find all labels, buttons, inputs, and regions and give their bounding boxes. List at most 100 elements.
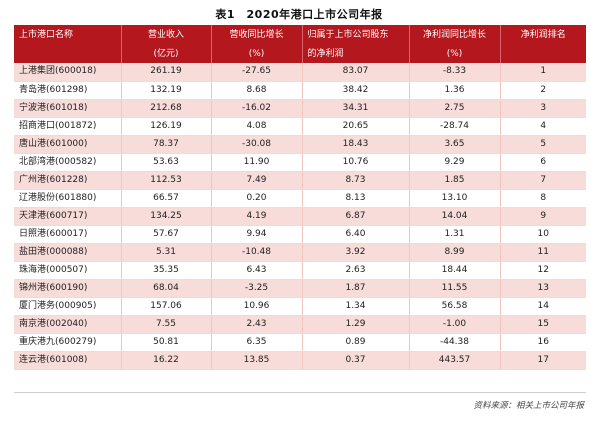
table-title: 表1 2020年港口上市公司年报 <box>215 8 383 21</box>
table-row: 连云港(601008) 16.22 13.85 0.37 443.57 17 <box>14 351 586 370</box>
cell-profit-growth: 443.57 <box>409 351 501 370</box>
cell-revenue: 16.22 <box>121 351 212 370</box>
table-row: 广州港(601228) 112.53 7.49 8.73 1.85 7 <box>14 171 586 190</box>
header-profit-growth: 净利润同比增长 <box>409 25 501 44</box>
table-row: 青岛港(601298) 132.19 8.68 38.42 1.36 2 <box>14 81 586 100</box>
cell-profit-rank: 8 <box>500 189 586 208</box>
cell-net-profit: 8.13 <box>302 189 410 208</box>
table-row: 珠海港(000507) 35.35 6.43 2.63 18.44 12 <box>14 261 586 280</box>
cell-revenue: 134.25 <box>121 207 212 226</box>
cell-profit-rank: 2 <box>500 81 586 100</box>
cell-net-profit: 6.87 <box>302 207 410 226</box>
cell-profit-growth: -8.33 <box>409 63 501 82</box>
header-revenue-growth: 营收同比增长 <box>211 25 303 44</box>
table-row: 上港集团(600018) 261.19 -27.65 83.07 -8.33 1 <box>14 63 586 82</box>
cell-profit-growth: 2.75 <box>409 99 501 118</box>
cell-revenue: 57.67 <box>121 225 212 244</box>
cell-revenue-growth: -3.25 <box>211 279 303 298</box>
cell-profit-growth: 18.44 <box>409 261 501 280</box>
cell-revenue-growth: 6.35 <box>211 333 303 352</box>
table-header: 上市港口名称 营业收入 营收同比增长 归属于上市公司股东 净利润同比增长 净利润… <box>14 25 586 63</box>
cell-profit-growth: 3.65 <box>409 135 501 154</box>
cell-port-name: 上港集团(600018) <box>14 63 122 82</box>
cell-revenue: 78.37 <box>121 135 212 154</box>
table-row: 辽港股份(601880) 66.57 0.20 8.13 13.10 8 <box>14 189 586 208</box>
table-row: 重庆港九(600279) 50.81 6.35 0.89 -44.38 16 <box>14 333 586 352</box>
cell-profit-growth: 11.55 <box>409 279 501 298</box>
cell-revenue-growth: 2.43 <box>211 315 303 334</box>
cell-revenue: 68.04 <box>121 279 212 298</box>
header-profit-rank-sub <box>500 44 586 63</box>
cell-net-profit: 34.31 <box>302 99 410 118</box>
cell-port-name: 重庆港九(600279) <box>14 333 122 352</box>
cell-net-profit: 38.42 <box>302 81 410 100</box>
cell-profit-growth: -1.00 <box>409 315 501 334</box>
header-row-1: 上市港口名称 营业收入 营收同比增长 归属于上市公司股东 净利润同比增长 净利润… <box>14 25 586 44</box>
cell-revenue: 261.19 <box>121 63 212 82</box>
cell-profit-rank: 11 <box>500 243 586 262</box>
header-profit-rank: 净利润排名 <box>520 29 566 40</box>
cell-net-profit: 0.37 <box>302 351 410 370</box>
cell-revenue-growth: -30.08 <box>211 135 303 154</box>
cell-revenue-growth: 8.68 <box>211 81 303 100</box>
header-revenue: 营业收入 <box>121 25 212 44</box>
table-row: 北部湾港(000582) 53.63 11.90 10.76 9.29 6 <box>14 153 586 172</box>
cell-profit-growth: 13.10 <box>409 189 501 208</box>
cell-port-name: 锦州港(600190) <box>14 279 122 298</box>
cell-port-name: 北部湾港(000582) <box>14 153 122 172</box>
cell-revenue: 53.63 <box>121 153 212 172</box>
table-row: 厦门港务(000905) 157.06 10.96 1.34 56.58 14 <box>14 297 586 316</box>
cell-revenue-growth: 9.94 <box>211 225 303 244</box>
cell-revenue-growth: 7.49 <box>211 171 303 190</box>
source-note: 资料来源：相关上市公司年报 <box>473 401 584 411</box>
cell-revenue: 50.81 <box>121 333 212 352</box>
cell-profit-rank: 13 <box>500 279 586 298</box>
cell-port-name: 招商港口(001872) <box>14 117 122 136</box>
table-row: 天津港(600717) 134.25 4.19 6.87 14.04 9 <box>14 207 586 226</box>
cell-net-profit: 1.87 <box>302 279 410 298</box>
cell-net-profit: 3.92 <box>302 243 410 262</box>
cell-net-profit: 83.07 <box>302 63 410 82</box>
cell-revenue: 126.19 <box>121 117 212 136</box>
header-net-profit-sub: 的净利润 <box>302 44 410 63</box>
cell-net-profit: 2.63 <box>302 261 410 280</box>
cell-profit-growth: 14.04 <box>409 207 501 226</box>
cell-revenue-growth: 4.08 <box>211 117 303 136</box>
header-port-name-sub <box>14 44 122 63</box>
cell-profit-rank: 12 <box>500 261 586 280</box>
cell-net-profit: 8.73 <box>302 171 410 190</box>
bottom-divider <box>14 392 586 393</box>
cell-profit-rank: 17 <box>500 351 586 370</box>
cell-profit-rank: 1 <box>500 63 586 82</box>
cell-port-name: 宁波港(601018) <box>14 99 122 118</box>
cell-revenue-growth: 6.43 <box>211 261 303 280</box>
header-profit-growth-unit: (%) <box>409 44 501 63</box>
cell-net-profit: 20.65 <box>302 117 410 136</box>
cell-profit-growth: -44.38 <box>409 333 501 352</box>
table-row: 招商港口(001872) 126.19 4.08 20.65 -28.74 4 <box>14 117 586 136</box>
table-body: 上港集团(600018) 261.19 -27.65 83.07 -8.33 1 青岛港(6… <box>14 63 586 370</box>
table-row: 唐山港(601000) 78.37 -30.08 18.43 3.65 5 <box>14 135 586 154</box>
cell-revenue: 212.68 <box>121 99 212 118</box>
cell-profit-rank: 7 <box>500 171 586 190</box>
cell-port-name: 珠海港(000507) <box>14 261 122 280</box>
cell-port-name: 南京港(002040) <box>14 315 122 334</box>
cell-profit-growth: 8.99 <box>409 243 501 262</box>
cell-profit-rank: 4 <box>500 117 586 136</box>
table-row: 盐田港(000088) 5.31 -10.48 3.92 8.99 11 <box>14 243 586 262</box>
cell-net-profit: 10.76 <box>302 153 410 172</box>
cell-profit-rank: 16 <box>500 333 586 352</box>
cell-revenue: 5.31 <box>121 243 212 262</box>
cell-profit-rank: 14 <box>500 297 586 316</box>
table-row: 宁波港(601018) 212.68 -16.02 34.31 2.75 3 <box>14 99 586 118</box>
cell-port-name: 盐田港(000088) <box>14 243 122 262</box>
table-row: 南京港(002040) 7.55 2.43 1.29 -1.00 15 <box>14 315 586 334</box>
cell-revenue-growth: 4.19 <box>211 207 303 226</box>
cell-revenue-growth: 11.90 <box>211 153 303 172</box>
header-net-profit: 归属于上市公司股东 <box>302 25 410 44</box>
header-revenue-growth-unit: (%) <box>211 44 303 63</box>
cell-profit-growth: -28.74 <box>409 117 501 136</box>
cell-port-name: 日照港(600017) <box>14 225 122 244</box>
cell-profit-growth: 1.36 <box>409 81 501 100</box>
cell-revenue: 66.57 <box>121 189 212 208</box>
